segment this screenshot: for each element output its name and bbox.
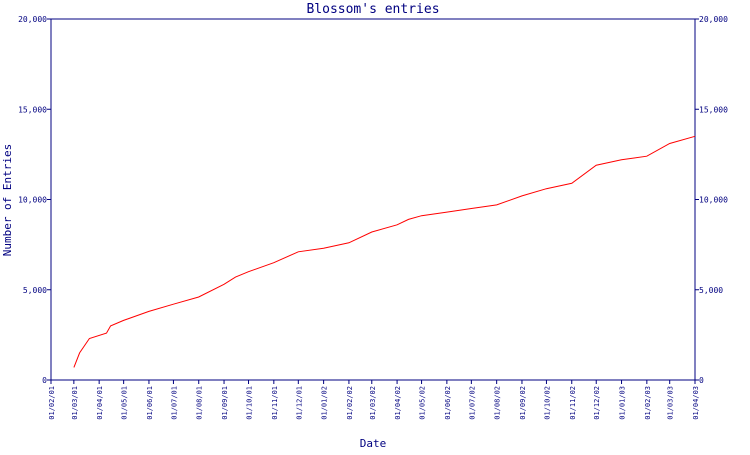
x-tick-label: 01/10/02	[543, 386, 551, 420]
x-tick-label: 01/03/03	[667, 386, 675, 420]
y-tick-label-right: 0	[699, 376, 704, 385]
y-tick-label-right: 5,000	[699, 286, 723, 295]
x-tick-label: 01/12/02	[593, 386, 601, 420]
y-tick-label-right: 20,000	[699, 15, 728, 24]
y-axis-ticks: 0 0 5,000 5,000 10,000 10,000 15,000 15,000 20,0…	[18, 15, 728, 385]
x-tick-label: 01/11/01	[271, 386, 279, 420]
x-tick-label: 01/04/03	[692, 386, 700, 420]
x-tick-label: 01/06/01	[146, 386, 154, 420]
x-tick-label: 01/03/02	[369, 386, 377, 420]
y-tick-label-left: 0	[42, 376, 47, 385]
x-tick-label: 01/07/02	[468, 386, 476, 420]
x-tick-label: 01/01/02	[321, 386, 329, 420]
x-tick-label: 01/02/03	[644, 386, 652, 420]
x-tick-label: 01/09/01	[221, 386, 229, 420]
x-tick-label: 01/02/01	[48, 386, 56, 420]
plot-frame	[50, 18, 696, 381]
x-tick-label: 01/02/02	[346, 386, 354, 420]
x-tick-label: 01/04/01	[96, 386, 104, 420]
series-layer	[73, 135, 696, 368]
x-tick-label: 01/08/02	[494, 386, 502, 420]
y-tick-label-left: 20,000	[18, 15, 47, 24]
series-line-0	[73, 135, 696, 368]
x-tick-label: 01/05/02	[419, 386, 427, 420]
x-tick-label: 01/06/02	[444, 386, 452, 420]
x-tick-label: 01/04/02	[394, 386, 402, 420]
x-tick-label: 01/05/01	[121, 386, 129, 420]
x-tick-label: 01/01/03	[619, 386, 627, 420]
x-tick-label: 01/11/02	[569, 386, 577, 420]
x-tick-label: 01/07/01	[170, 386, 178, 420]
y-tick-label-left: 15,000	[18, 105, 47, 114]
x-tick-label: 01/12/01	[295, 386, 303, 420]
y-tick-label-right: 10,000	[699, 196, 728, 205]
x-axis-label: Date	[360, 437, 387, 450]
y-tick-label-left: 5,000	[23, 286, 47, 295]
chart-title: Blossom's entries	[306, 2, 439, 17]
x-tick-label: 01/08/01	[196, 386, 204, 420]
x-axis-ticks: 01/02/01 01/03/01 01/04/01 01/05/01 01/06/01…	[48, 380, 700, 420]
x-tick-label: 01/03/01	[71, 386, 79, 420]
x-tick-label: 01/09/02	[519, 386, 527, 420]
x-tick-label: 01/10/01	[246, 386, 254, 420]
y-tick-label-right: 15,000	[699, 105, 728, 114]
y-tick-label-left: 10,000	[18, 196, 47, 205]
y-axis-label: Number of Entries	[1, 144, 14, 257]
